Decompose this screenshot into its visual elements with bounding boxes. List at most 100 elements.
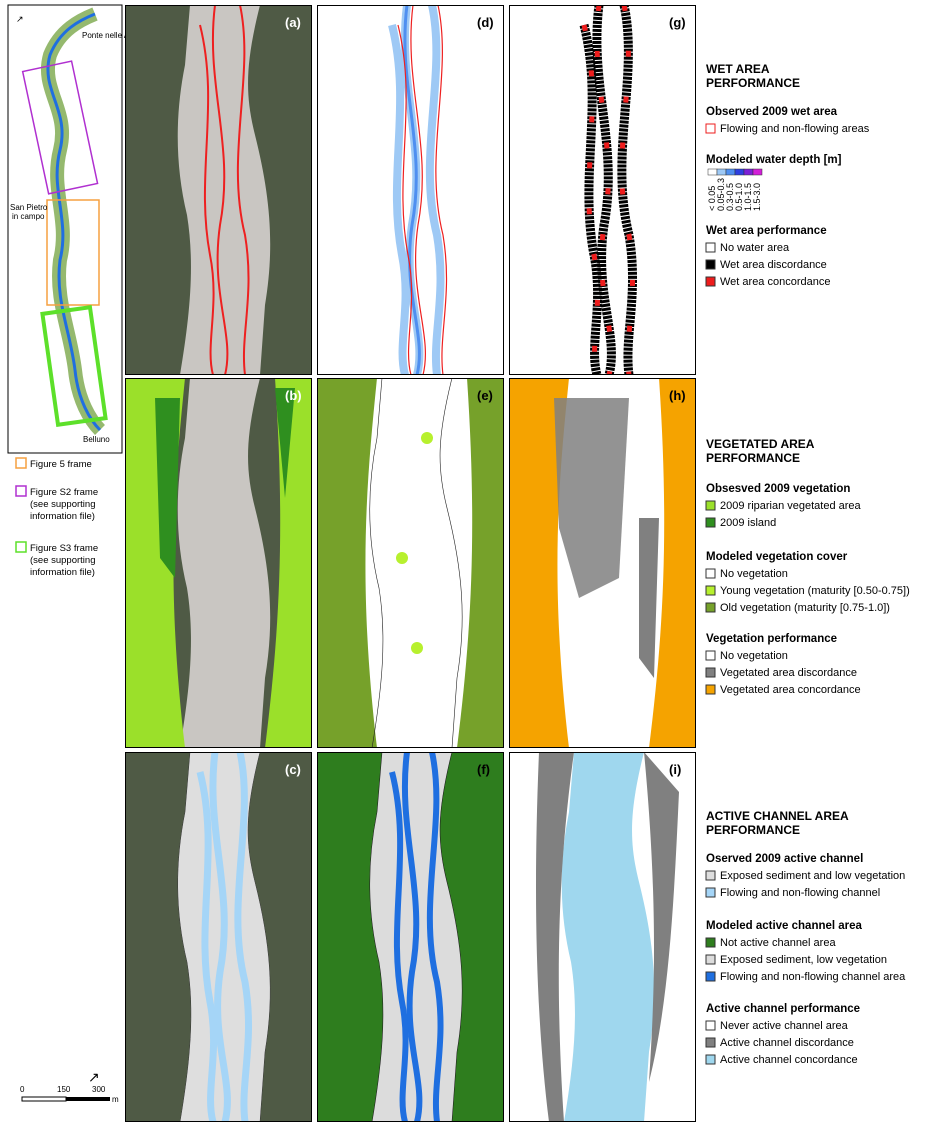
legend-title: ACTIVE CHANNEL AREA	[706, 809, 849, 823]
legend-label: Flowing and non-flowing channel area	[720, 971, 906, 983]
wet-outline	[236, 5, 250, 375]
north-arrow: ↗	[16, 14, 24, 24]
legend-label: 2009 riparian vegetated area	[720, 500, 862, 512]
map-panel: (h)	[509, 378, 696, 748]
north-arrow: ↗	[88, 1069, 100, 1085]
legend-swatch	[705, 870, 716, 881]
wet-discordance	[592, 5, 616, 375]
channel	[389, 771, 409, 1122]
legend-label: Wet area concordance	[720, 276, 830, 288]
place-label: Belluno	[83, 435, 110, 444]
legend-swatch	[705, 667, 716, 678]
panel-border	[125, 378, 312, 748]
map-area	[177, 378, 271, 748]
legend-label: No vegetation	[720, 568, 788, 580]
panel-label: (h)	[669, 388, 686, 403]
map-panel: (e)	[317, 378, 504, 748]
map-area	[369, 378, 463, 748]
place-label: San Pietro	[10, 203, 48, 212]
map-panel: (d)	[317, 5, 504, 375]
legend-label: < 0.05	[707, 186, 717, 211]
panel-border	[125, 5, 312, 375]
legend-swatch	[705, 937, 716, 948]
wet-outline	[397, 24, 413, 375]
legend-label: Not active channel area	[720, 937, 836, 949]
legend-heading: Active channel performance	[706, 1003, 860, 1015]
panel-border	[125, 752, 312, 1122]
legend-swatch	[705, 259, 716, 270]
legend-heading: Observed 2009 wet area	[706, 106, 838, 118]
wet-outline	[199, 24, 215, 375]
scale-bar: ↗ 0 150 300 m	[20, 1069, 119, 1104]
frame-label: Figure S2 frame	[30, 487, 98, 498]
legend-label: No vegetation	[720, 650, 788, 662]
map-area	[155, 398, 180, 578]
frame-swatch	[15, 457, 27, 469]
panel-label: (f)	[477, 762, 490, 777]
legend-heading: Modeled water depth [m]	[706, 154, 842, 166]
panel-border	[317, 752, 504, 1122]
legend-heading: Modeled vegetation cover	[706, 551, 848, 563]
frame-swatch	[15, 485, 27, 497]
panel-background	[509, 5, 696, 375]
map-area	[536, 752, 574, 1122]
frame-label: information file)	[30, 511, 95, 522]
legend-label: 2009 island	[720, 517, 776, 529]
legend-title: PERFORMANCE	[706, 76, 800, 90]
map-area	[265, 378, 312, 748]
legend-swatch	[734, 168, 745, 176]
legend-swatch	[705, 1037, 716, 1048]
legend-title: PERFORMANCE	[706, 451, 800, 465]
legend-label: 0.5-1.0	[734, 183, 744, 211]
legend-heading: Wet area performance	[706, 225, 827, 237]
legend-heading: Vegetation performance	[706, 633, 837, 645]
legend-swatch	[707, 168, 718, 176]
panel-label: (i)	[669, 762, 681, 777]
legend-swatch	[705, 1054, 716, 1065]
legend-swatch	[705, 242, 716, 253]
water-depth	[403, 5, 421, 375]
legend-swatch	[716, 168, 727, 176]
legend-swatch	[705, 602, 716, 613]
wet-concordance	[619, 5, 636, 375]
channel	[234, 752, 253, 1122]
map-area	[561, 752, 655, 1122]
legend-swatch	[705, 585, 716, 596]
young-vegetation	[411, 642, 423, 654]
frame-label: Figure S3 frame	[30, 543, 98, 554]
legend-label: Vegetated area concordance	[720, 684, 861, 696]
water-depth	[388, 24, 410, 375]
place-label: in campo	[12, 212, 45, 221]
map-panel: (b)	[125, 378, 312, 748]
map-area	[639, 518, 659, 678]
legend-label: Flowing and non-flowing channel	[720, 887, 880, 899]
legend-label: 1.0-1.5	[743, 183, 753, 211]
place-label: Ponte nelle Alpi	[82, 31, 137, 40]
legend-swatch	[725, 168, 736, 176]
panel-border	[509, 752, 696, 1122]
legend-swatch	[705, 517, 716, 528]
legend-label: Wet area discordance	[720, 259, 827, 271]
wet-discordance	[579, 23, 603, 375]
frame-label: Figure 5 frame	[30, 459, 92, 470]
legend-swatch	[705, 887, 716, 898]
legend-label: Active channel discordance	[720, 1037, 854, 1049]
panel-label: (g)	[669, 15, 686, 30]
wet-outline	[410, 5, 426, 375]
legend-title: PERFORMANCE	[706, 823, 800, 837]
legend-swatch	[705, 954, 716, 965]
map-area	[457, 378, 504, 748]
map-area	[275, 388, 295, 498]
channel	[426, 752, 444, 1122]
map-area	[554, 398, 629, 598]
legend-swatch	[705, 276, 716, 287]
legend-swatch	[743, 168, 754, 176]
legend-label: Old vegetation (maturity [0.75-1.0])	[720, 602, 890, 614]
legend-title: VEGETATED AREA	[706, 437, 815, 451]
legend-label: Flowing and non-flowing areas	[720, 123, 870, 135]
map-panel: (f)	[317, 752, 504, 1122]
legend-title: WET AREA	[706, 62, 770, 76]
legend-label: Never active channel area	[720, 1020, 849, 1032]
